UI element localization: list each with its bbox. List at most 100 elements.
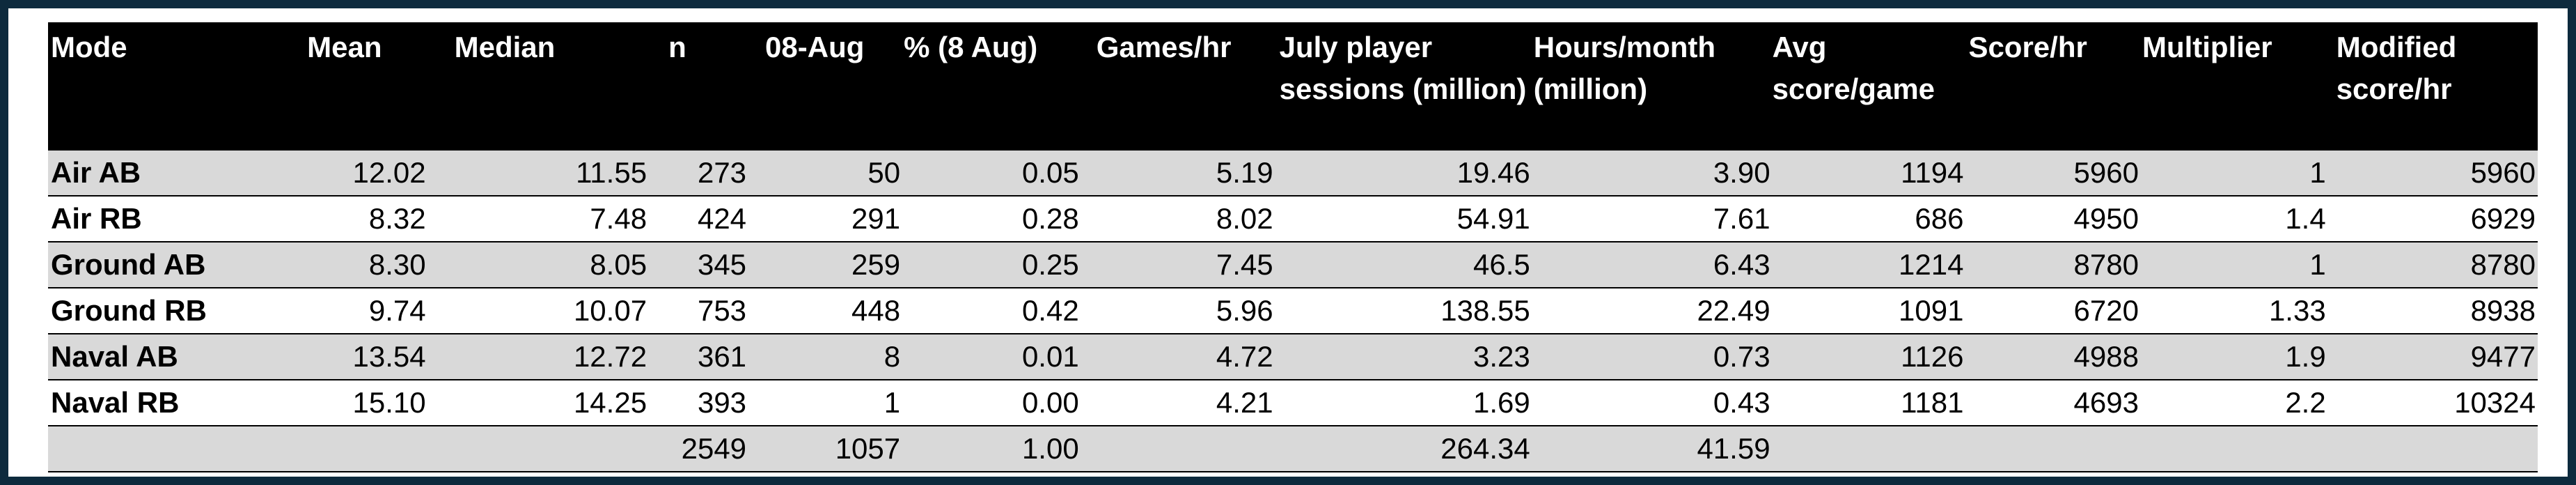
- cell-08-aug: 50: [748, 149, 903, 196]
- header-multiplier: Multiplier: [2140, 22, 2328, 150]
- cell-mean: 9.74: [306, 287, 428, 334]
- cell-08-aug: 291: [748, 195, 903, 242]
- cell-hours-month: 22.49: [1532, 287, 1773, 334]
- cell-multiplier: 1.33: [2140, 287, 2328, 334]
- table-row-air-rb: Air RB 8.32 7.48 424 291 0.28 8.02 54.91…: [48, 195, 2538, 242]
- cell-mean: 8.30: [306, 241, 428, 288]
- cell-multiplier: [2140, 425, 2328, 472]
- cell-n: 345: [649, 241, 749, 288]
- cell-july-sessions: 46.5: [1275, 241, 1532, 288]
- cell-modified-score-hr: 8780: [2327, 241, 2538, 288]
- cell-modified-score-hr: 6929: [2327, 195, 2538, 242]
- cell-mode: [48, 425, 306, 472]
- cell-08-aug: 8: [748, 333, 903, 380]
- cell-multiplier: 1: [2140, 241, 2328, 288]
- cell-avg-score-game: 1091: [1772, 287, 1966, 334]
- cell-score-hr: 8780: [1965, 241, 2141, 288]
- cell-modified-score-hr: 8938: [2327, 287, 2538, 334]
- cell-median: 8.05: [427, 241, 650, 288]
- cell-july-sessions: 54.91: [1275, 195, 1532, 242]
- cell-score-hr: 6720: [1965, 287, 2141, 334]
- cell-mean: 13.54: [306, 333, 428, 380]
- cell-modified-score-hr: 5960: [2327, 149, 2538, 196]
- header-median: Median: [427, 22, 650, 150]
- header-score-per-hr: Score/hr: [1965, 22, 2141, 150]
- table-row-naval-ab: Naval AB 13.54 12.72 361 8 0.01 4.72 3.2…: [48, 333, 2538, 380]
- cell-multiplier: 1: [2140, 149, 2328, 196]
- cell-median: 7.48: [427, 195, 650, 242]
- cell-mean: 8.32: [306, 195, 428, 242]
- cell-mode: Naval AB: [48, 333, 306, 380]
- header-modified-score-per-hr: Modified score/hr: [2327, 22, 2538, 150]
- data-table: Mode Mean Median n 08-Aug % (8 Aug) Game…: [48, 22, 2538, 472]
- cell-n-total: 2549: [649, 425, 749, 472]
- cell-pct-8-aug: 0.42: [902, 287, 1081, 334]
- cell-n: 753: [649, 287, 749, 334]
- header-avg-score-per-game: Avg score/game: [1772, 22, 1966, 150]
- cell-score-hr: 4693: [1965, 379, 2141, 426]
- cell-games-per-hr: 7.45: [1081, 241, 1275, 288]
- table-row-air-ab: Air AB 12.02 11.55 273 50 0.05 5.19 19.4…: [48, 149, 2538, 196]
- cell-mean: 12.02: [306, 149, 428, 196]
- header-pct-8-aug: % (8 Aug): [902, 22, 1081, 150]
- cell-mean: [306, 425, 428, 472]
- cell-games-per-hr: 4.21: [1081, 379, 1275, 426]
- cell-median: 11.55: [427, 149, 650, 196]
- cell-median: 12.72: [427, 333, 650, 380]
- cell-score-hr: 4950: [1965, 195, 2141, 242]
- header-games-per-hr: Games/hr: [1081, 22, 1275, 150]
- cell-modified-score-hr: 10324: [2327, 379, 2538, 426]
- cell-avg-score-game: [1772, 425, 1966, 472]
- cell-n: 424: [649, 195, 749, 242]
- table-row-totals: 2549 1057 1.00 264.34 41.59: [48, 425, 2538, 472]
- cell-n: 393: [649, 379, 749, 426]
- cell-08-aug: 259: [748, 241, 903, 288]
- table-row-ground-ab: Ground AB 8.30 8.05 345 259 0.25 7.45 46…: [48, 241, 2538, 288]
- cell-mode: Air RB: [48, 195, 306, 242]
- cell-08-aug-total: 1057: [748, 425, 903, 472]
- cell-median: 14.25: [427, 379, 650, 426]
- cell-multiplier: 1.9: [2140, 333, 2328, 380]
- cell-score-hr: 4988: [1965, 333, 2141, 380]
- cell-hours-month: 6.43: [1532, 241, 1773, 288]
- cell-median: [427, 425, 650, 472]
- cell-modified-score-hr: [2327, 425, 2538, 472]
- header-08-aug: 08-Aug: [748, 22, 903, 150]
- cell-pct-8-aug: 0.25: [902, 241, 1081, 288]
- cell-july-sessions: 3.23: [1275, 333, 1532, 380]
- cell-games-per-hr: 4.72: [1081, 333, 1275, 380]
- cell-n: 361: [649, 333, 749, 380]
- header-hours-per-month: Hours/month (million): [1532, 22, 1773, 150]
- cell-avg-score-game: 1181: [1772, 379, 1966, 426]
- cell-games-per-hr: 5.19: [1081, 149, 1275, 196]
- cell-08-aug: 1: [748, 379, 903, 426]
- cell-pct-8-aug-total: 1.00: [902, 425, 1081, 472]
- cell-hours-month-total: 41.59: [1532, 425, 1773, 472]
- header-mean: Mean: [306, 22, 428, 150]
- cell-avg-score-game: 1214: [1772, 241, 1966, 288]
- table-row-ground-rb: Ground RB 9.74 10.07 753 448 0.42 5.96 1…: [48, 287, 2538, 334]
- cell-score-hr: [1965, 425, 2141, 472]
- cell-pct-8-aug: 0.28: [902, 195, 1081, 242]
- cell-mode: Air AB: [48, 149, 306, 196]
- cell-mode: Ground RB: [48, 287, 306, 334]
- cell-mode: Naval RB: [48, 379, 306, 426]
- cell-n: 273: [649, 149, 749, 196]
- cell-mode: Ground AB: [48, 241, 306, 288]
- cell-hours-month: 0.73: [1532, 333, 1773, 380]
- table-row-naval-rb: Naval RB 15.10 14.25 393 1 0.00 4.21 1.6…: [48, 379, 2538, 426]
- cell-games-per-hr: 5.96: [1081, 287, 1275, 334]
- cell-avg-score-game: 686: [1772, 195, 1966, 242]
- cell-hours-month: 7.61: [1532, 195, 1773, 242]
- cell-modified-score-hr: 9477: [2327, 333, 2538, 380]
- header-row: Mode Mean Median n 08-Aug % (8 Aug) Game…: [48, 22, 2538, 150]
- header-mode: Mode: [48, 22, 306, 150]
- cell-games-per-hr: 8.02: [1081, 195, 1275, 242]
- cell-avg-score-game: 1194: [1772, 149, 1966, 196]
- cell-multiplier: 1.4: [2140, 195, 2328, 242]
- cell-mean: 15.10: [306, 379, 428, 426]
- cell-score-hr: 5960: [1965, 149, 2141, 196]
- cell-multiplier: 2.2: [2140, 379, 2328, 426]
- cell-hours-month: 0.43: [1532, 379, 1773, 426]
